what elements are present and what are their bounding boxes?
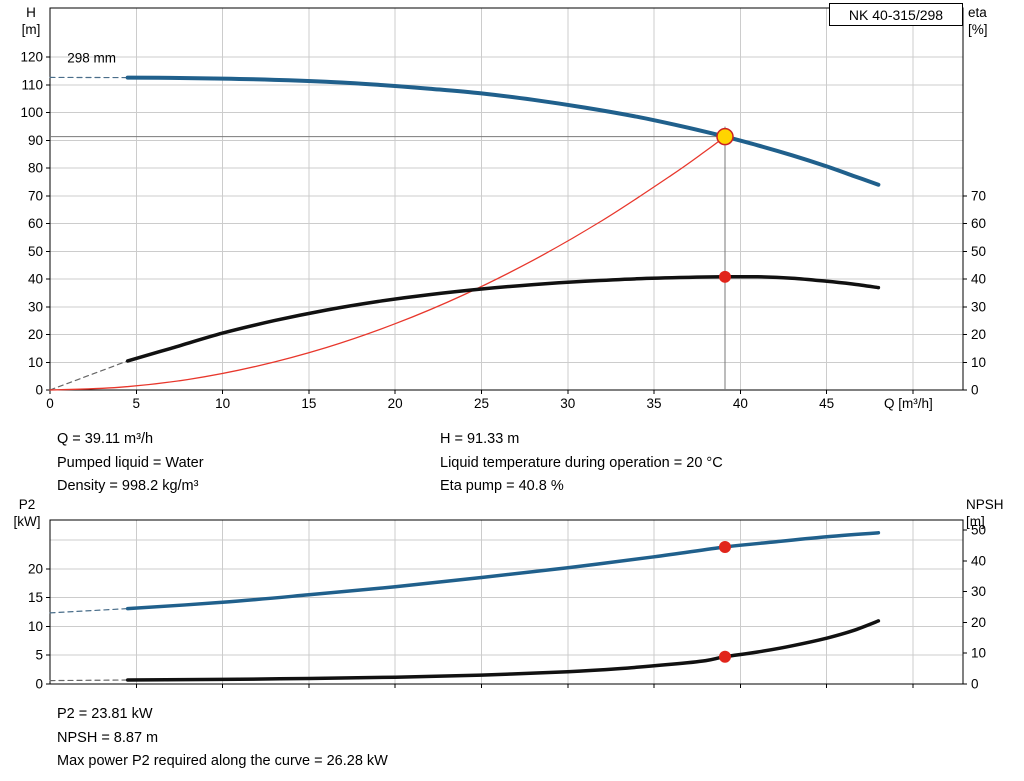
h-axis-title: H [m]: [14, 4, 48, 38]
y-left-tick-label: 60: [28, 216, 43, 231]
pump-model-box: NK 40-315/298: [829, 3, 963, 26]
h-axis-title-unit: [m]: [21, 22, 41, 37]
p2-dashed-extension: [49, 608, 129, 614]
eta-curve: [125, 274, 881, 363]
y-right-tick-label: 70: [971, 188, 986, 203]
x-tick-label: 45: [819, 396, 834, 411]
h-axis-title-symbol: H: [26, 5, 36, 20]
npsh-curve: [125, 619, 881, 682]
y-right-tick-label: 30: [971, 299, 986, 314]
head-value-label: H = 91.33 m: [440, 431, 520, 447]
y-left-tick-label: 10: [28, 619, 43, 634]
y-right-tick-label: 40: [971, 272, 986, 287]
max-power-label: Max power P2 required along the curve = …: [57, 753, 388, 769]
q-axis-unit-label: Q [m³/h]: [884, 396, 933, 411]
eta-axis-title-unit: [%]: [968, 22, 988, 37]
p2-value-label: P2 = 23.81 kW: [57, 706, 153, 722]
y-right-tick-label: 10: [971, 355, 986, 370]
y-left-tick-label: 20: [28, 561, 43, 576]
y-left-tick-label: 0: [35, 383, 43, 398]
flow-value-label: Q = 39.11 m³/h: [57, 431, 154, 447]
y-left-tick-label: 15: [28, 590, 43, 605]
eta-axis-title-symbol: eta: [968, 5, 987, 20]
y-right-tick-label: 40: [971, 553, 986, 568]
y-right-tick-label: 50: [971, 244, 986, 259]
duty-point-head: [716, 127, 734, 146]
p2-power-curve: [125, 531, 881, 611]
y-right-tick-label: 10: [971, 646, 986, 661]
eta-axis-title: eta [%]: [968, 4, 988, 38]
x-tick-label: 10: [215, 396, 230, 411]
grid: [46, 519, 967, 688]
x-tick-label: 25: [474, 396, 489, 411]
pumped-liquid-label: Pumped liquid = Water: [57, 454, 204, 471]
hq-eta-chart: 0102030405060708090100110120010203040506…: [20, 7, 986, 411]
p2-axis-title-symbol: P2: [18, 497, 36, 512]
y-right-tick-label: 20: [971, 615, 986, 630]
y-left-tick-label: 40: [28, 272, 43, 287]
npsh-value-label: NPSH = 8.87 m: [57, 729, 159, 746]
x-tick-label: 20: [388, 396, 403, 411]
y-left-tick-label: 110: [21, 77, 43, 92]
pump-model-label: NK 40-315/298: [848, 7, 944, 23]
impeller-diameter-annotation: 298 mm: [67, 51, 116, 66]
duty-info-right-column: H = 91.33 m Liquid temperature during op…: [440, 428, 723, 499]
y-left-tick-label: 90: [28, 133, 43, 148]
duty-point-npsh: [718, 650, 731, 663]
y-left-tick-label: 5: [35, 648, 43, 663]
density-label: Density = 998.2 kg/m³: [57, 478, 199, 494]
y-right-tick-label: 0: [971, 677, 979, 692]
duty-point-eta: [718, 270, 731, 283]
y-right-tick-label: 0: [971, 383, 979, 398]
y-right-tick-label: 30: [971, 584, 986, 599]
y-left-tick-label: 80: [28, 161, 43, 176]
y-left-tick-label: 0: [35, 677, 43, 692]
pump-head-curve-298mm: [125, 75, 881, 187]
y-right-tick-label: 20: [971, 327, 986, 342]
y-left-tick-label: 120: [20, 50, 43, 65]
y-left-tick-label: 100: [20, 105, 43, 120]
x-tick-label: 35: [647, 396, 662, 411]
p2-npsh-chart: 0 5 10 15 20 0 10 20 30 40 50: [28, 519, 986, 692]
grid: [46, 7, 967, 394]
power-info-block: P2 = 23.81 kW NPSH = 8.87 m Max power P2…: [57, 703, 388, 774]
duty-point-p2: [718, 540, 731, 553]
y-left-tick-label: 20: [28, 327, 43, 342]
eta-dashed-extension: [49, 360, 129, 391]
y-left-tick-label: 30: [28, 299, 43, 314]
p2-axis-title: P2 [kW]: [6, 496, 48, 530]
y-left-tick-label: 50: [28, 244, 43, 259]
plot-border: [49, 519, 964, 685]
npsh-axis-title-symbol: NPSH: [966, 497, 1004, 512]
system-resistance-curve: [49, 135, 726, 391]
x-tick-label: 15: [301, 396, 316, 411]
y-right-tick-label: 50: [971, 523, 986, 538]
x-tick-label: 40: [733, 396, 748, 411]
x-tick-label: 30: [560, 396, 575, 411]
y-left-tick-label: 10: [28, 355, 43, 370]
y-right-tick-label: 60: [971, 216, 986, 231]
npsh-axis-title-unit: [m]: [966, 514, 985, 529]
duty-info-left-column: Q = 39.11 m³/h Pumped liquid = Water Den…: [57, 428, 204, 499]
eta-pump-label: Eta pump = 40.8 %: [440, 478, 564, 494]
plot-border: [49, 7, 964, 391]
x-tick-label: 5: [133, 396, 141, 411]
x-tick-label: 0: [46, 396, 54, 411]
p2-axis-title-unit: [kW]: [13, 514, 41, 529]
liquid-temperature-label: Liquid temperature during operation = 20…: [440, 454, 723, 471]
npsh-axis-title: NPSH [m]: [966, 496, 1004, 530]
y-left-tick-label: 70: [28, 188, 43, 203]
npsh-dashed-extension: [49, 679, 129, 682]
